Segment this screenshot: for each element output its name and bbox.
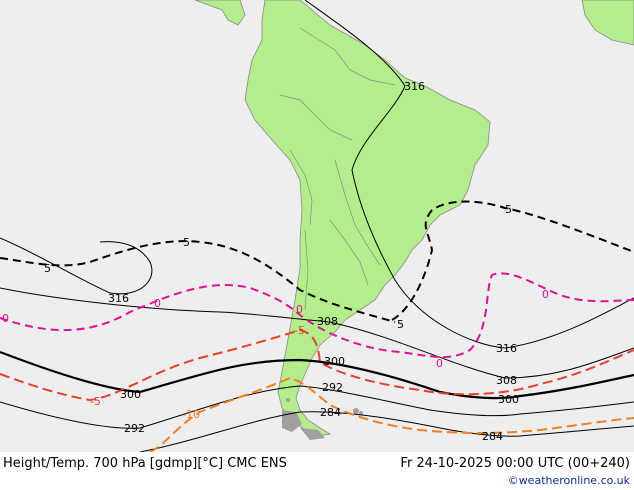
central-america [194,0,246,26]
isotherm-minus5 [0,328,634,402]
height-label: 292 [322,381,343,394]
temp-label: 0 [296,303,303,316]
credit-link[interactable]: ©weatheronline.co.uk [507,474,630,487]
temp-label: 0 [2,312,9,325]
temp-label: -10 [182,408,200,421]
height-label-group: 316 316 316 308 308 300 300 300 292 292 … [108,80,519,443]
valid-datetime: Fr 24-10-2025 00:00 UTC (00+240) [400,456,630,471]
height-label: 316 [108,292,129,305]
height-label: 300 [498,393,519,406]
temp-label: 5 [44,262,51,275]
islands [282,398,363,440]
africa-edge [581,0,634,46]
height-label: 308 [496,374,517,387]
weather-map: 316 316 316 308 308 300 300 300 292 292 … [0,0,634,453]
temp-label: -5 [294,324,305,337]
south-america [244,0,491,437]
height-label: 284 [482,430,503,443]
isotherm-5-east [391,200,634,321]
isotherm-5 [0,240,396,323]
temp-contours [0,200,634,453]
map-title: Height/Temp. 700 hPa [gdmp][°C] CMC ENS [3,456,287,471]
height-label: 308 [317,315,338,328]
height-label: 316 [404,80,425,93]
temp-label: 0 [436,357,443,370]
temp-label-group: 5 5 5 5 0 0 0 0 0 -5 -5 -10 [2,203,549,421]
footer: Height/Temp. 700 hPa [gdmp][°C] CMC ENS … [0,452,634,490]
borders [279,27,396,311]
height-label: 284 [320,406,341,419]
temp-label: -5 [90,395,101,408]
temp-label: 0 [542,288,549,301]
height-label: 316 [496,342,517,355]
height-contours [0,0,634,453]
height-label: 292 [124,422,145,435]
isotherm-minus10 [149,376,634,453]
height-label: 300 [324,355,345,368]
temp-label: 5 [505,203,512,216]
isotherm-0 [0,272,634,359]
temp-label: 5 [183,236,190,249]
temp-label: 0 [154,297,161,310]
height-label: 300 [120,388,141,401]
land [194,0,634,437]
temp-label: 5 [397,318,404,331]
